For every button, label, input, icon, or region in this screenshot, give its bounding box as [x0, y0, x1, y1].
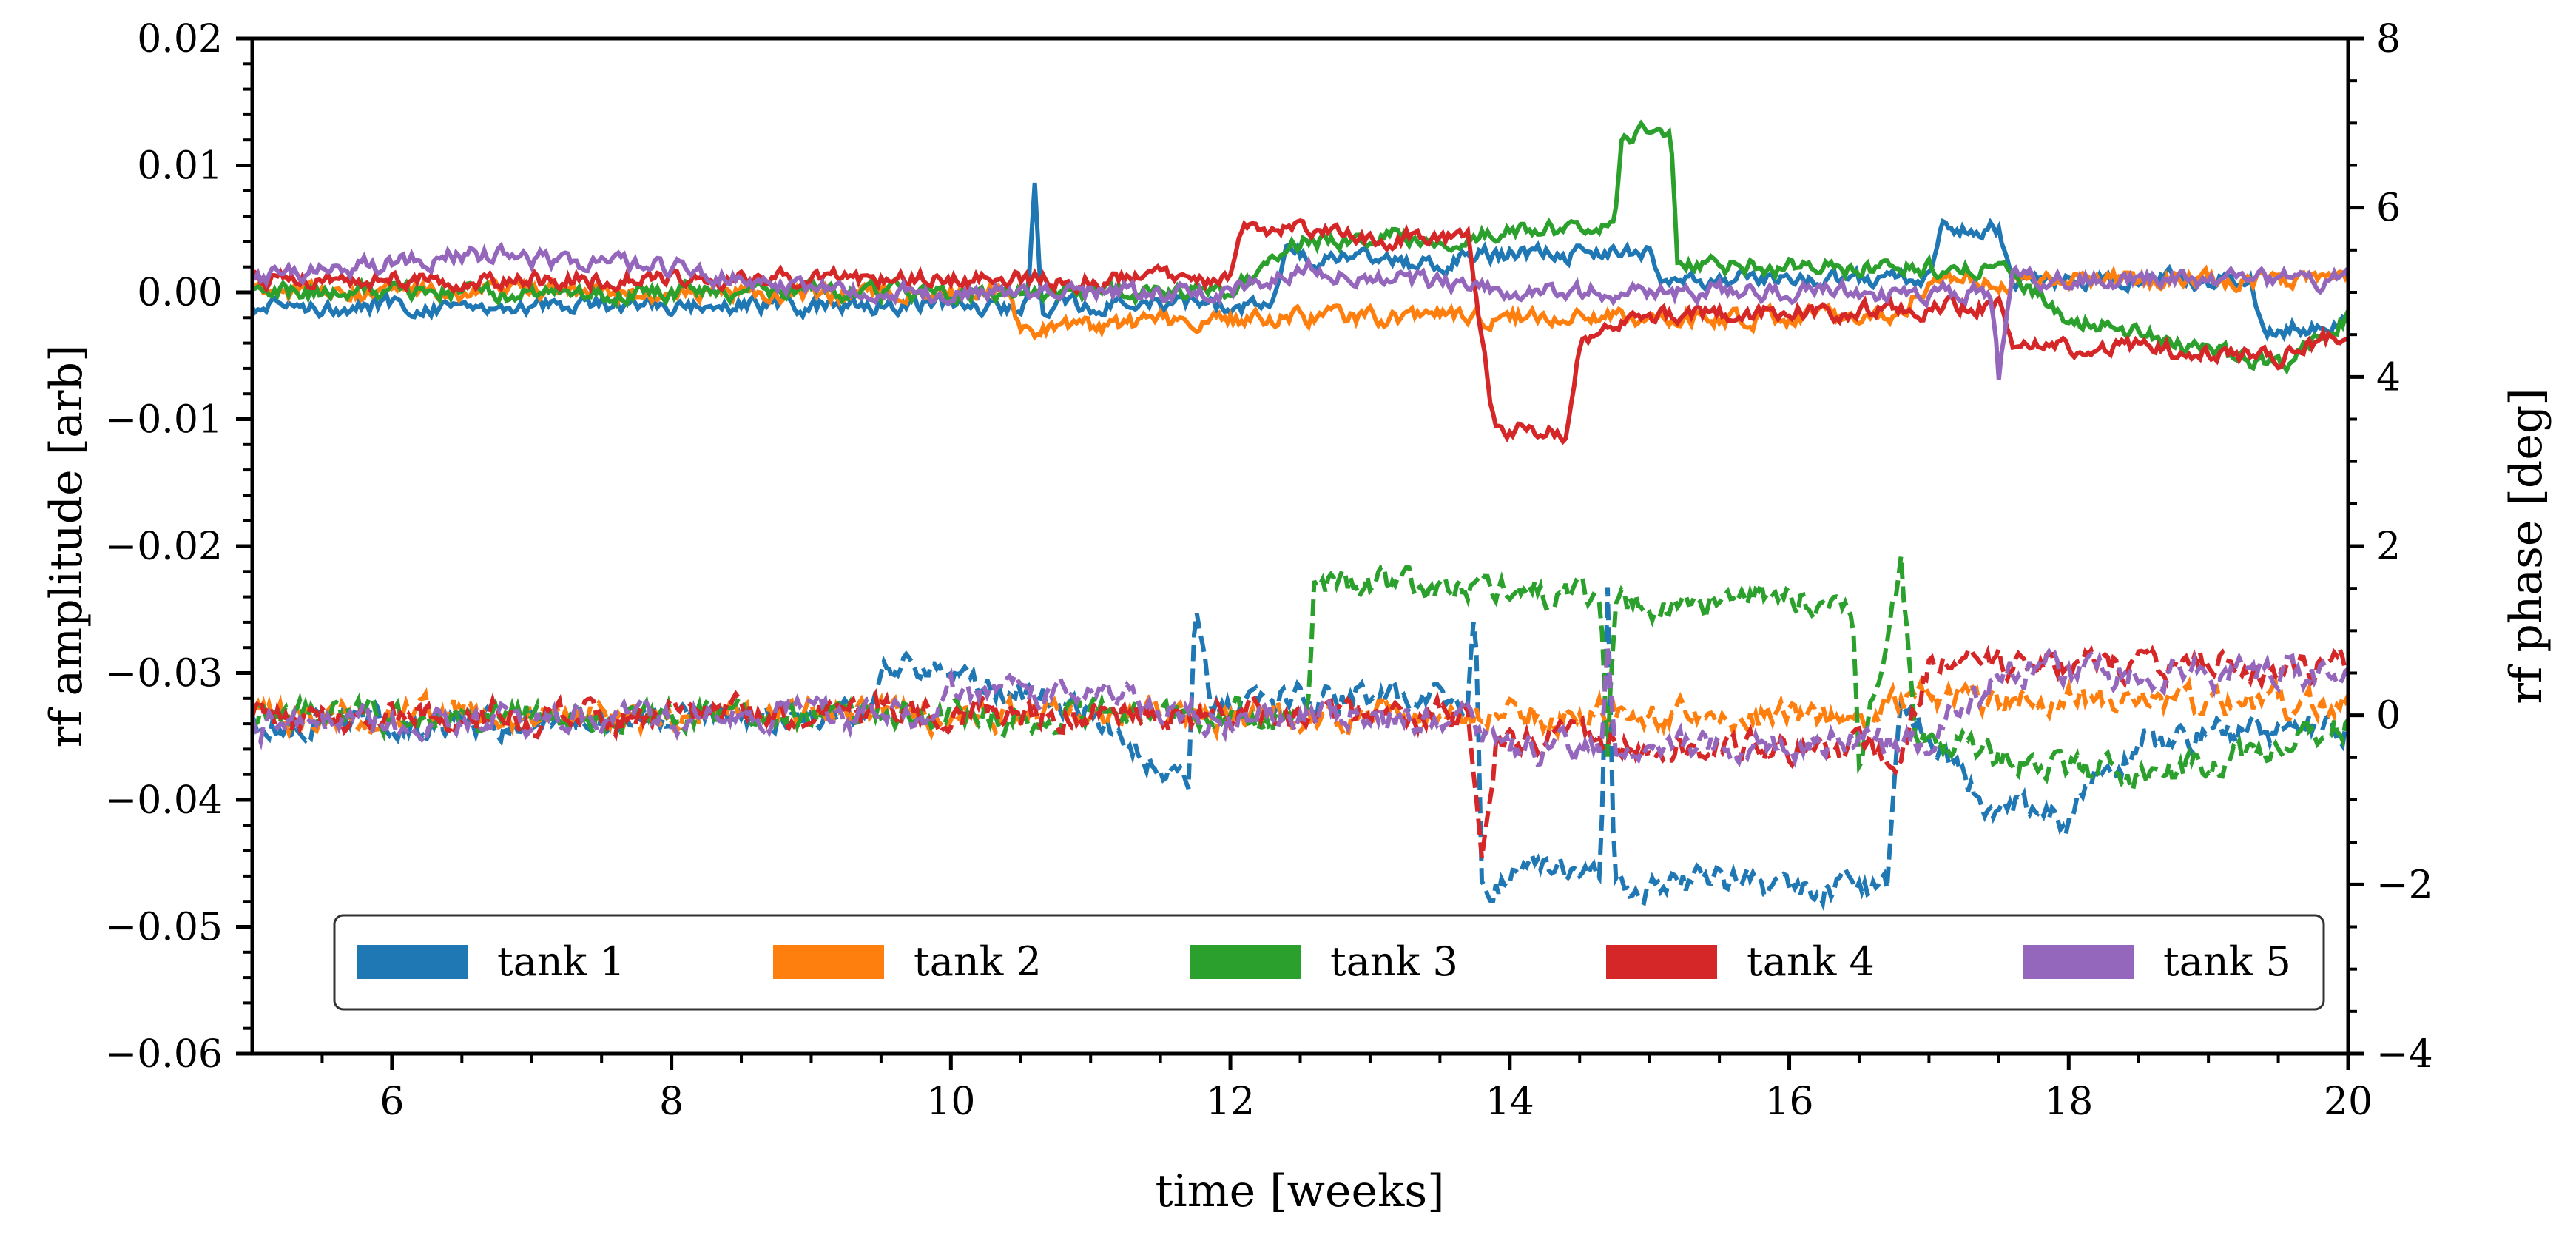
phase-line-tank-4: [252, 641, 2348, 859]
y-left-tick-label: −0.06: [105, 1032, 223, 1077]
legend-swatch: [1606, 945, 1717, 979]
y-left-tick-label: −0.03: [105, 652, 223, 696]
y-axis-right-label: rf phase [deg]: [2501, 388, 2552, 704]
legend-swatch: [1190, 945, 1301, 979]
y-right-tick-label: 4: [2376, 355, 2401, 400]
legend-swatch: [357, 945, 468, 979]
x-axis-label: time [weeks]: [1155, 1165, 1444, 1217]
x-tick-label: 8: [659, 1080, 684, 1124]
x-tick-label: 12: [1206, 1080, 1255, 1124]
legend-swatch: [2023, 945, 2134, 979]
y-right-tick-label: 8: [2376, 17, 2401, 61]
y-right-tick-label: −4: [2376, 1032, 2433, 1077]
phase-line-tank-1: [252, 587, 2348, 912]
legend-label: tank 4: [1747, 938, 1875, 985]
legend-label: tank 5: [2163, 938, 2291, 985]
x-tick-label: 20: [2324, 1080, 2373, 1124]
ticks-layer: 6 8 10 12 14 16 18 200.020.010.00−0.01−0.02−0.0…: [105, 17, 2433, 1124]
y-left-tick-label: −0.02: [105, 525, 223, 569]
legend-label: tank 3: [1330, 938, 1458, 985]
plot-frame: [250, 36, 2350, 1056]
x-tick-label: 14: [1486, 1080, 1534, 1124]
legend: tank 1 tank 2 tank 3 tank 4 tank 5: [333, 914, 2325, 1011]
y-right-tick-label: 6: [2376, 186, 2401, 231]
legend-label: tank 1: [497, 938, 625, 985]
legend-label: tank 2: [914, 938, 1042, 985]
x-tick-label: 18: [2044, 1080, 2093, 1124]
y-left-tick-label: −0.04: [105, 778, 223, 823]
y-left-tick-label: −0.01: [105, 398, 223, 442]
y-right-tick-label: −2: [2376, 863, 2433, 907]
amplitude-line-tank-5: [252, 241, 2348, 380]
amplitude-line-tank-3: [252, 119, 2348, 375]
phase-line-tank-2: [252, 676, 2348, 742]
x-tick-label: 16: [1764, 1080, 1813, 1124]
series-layer: [252, 119, 2348, 912]
x-tick-label: 10: [926, 1080, 975, 1124]
y-left-tick-label: 0.00: [137, 271, 223, 315]
phase-line-tank-5: [252, 646, 2348, 772]
amplitude-line-tank-4: [252, 218, 2348, 445]
y-left-tick-label: 0.02: [137, 17, 223, 61]
y-axis-left-label: rf amplitude [arb]: [41, 345, 92, 748]
y-right-tick-label: 2: [2376, 525, 2401, 569]
y-right-tick-label: 0: [2376, 694, 2401, 738]
legend-box: [333, 914, 2325, 1011]
x-tick-label: 6: [380, 1080, 404, 1124]
legend-swatch: [773, 945, 884, 979]
y-left-tick-label: 0.01: [137, 144, 223, 189]
y-left-tick-label: −0.05: [105, 906, 223, 950]
